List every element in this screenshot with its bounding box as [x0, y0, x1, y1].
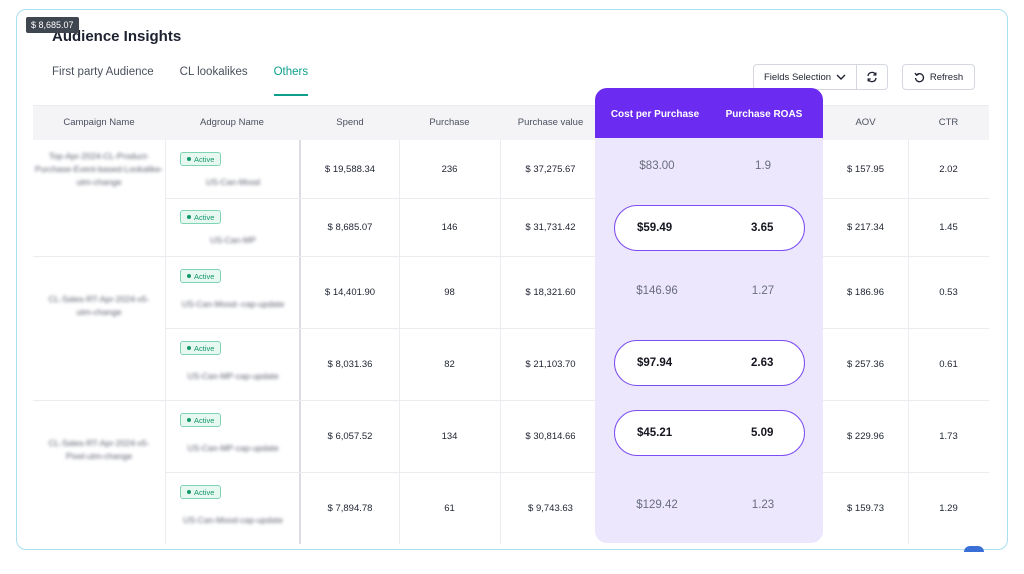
- purchase-roas-cell: 1.23: [751, 499, 775, 511]
- spend-cell: $ 7,894.78: [327, 502, 373, 514]
- ctr-cell: 1.45: [939, 221, 958, 233]
- tab-cl-lookalikes[interactable]: CL lookalikes: [179, 66, 248, 78]
- chevron-down-icon: [836, 74, 846, 80]
- ctr-cell: 0.61: [939, 358, 958, 370]
- highlighted-row-pill: $59.49 3.65: [614, 205, 805, 251]
- cost-per-purchase-cell: $97.94: [637, 357, 673, 369]
- chat-widget-edge[interactable]: [964, 546, 984, 552]
- purchase-cell: 98: [444, 286, 455, 298]
- fields-selection-label: Fields Selection: [763, 71, 832, 83]
- campaign-name-cell: Top-Apr-2024-CL-Product-Purchase-Event-b…: [34, 151, 164, 187]
- sync-icon: [867, 71, 877, 83]
- adgroup-name-cell: US-Can-MP: [210, 234, 256, 245]
- purchase-value-cell: $ 31,731.42: [525, 221, 576, 233]
- highlighted-header: Cost per Purchase Purchase ROAS: [595, 88, 823, 138]
- tab-others[interactable]: Others: [273, 66, 309, 96]
- insights-table: Campaign Name Adgroup Name Spend Purchas…: [33, 105, 989, 544]
- purchase-value-cell: $ 30,814.66: [525, 430, 576, 442]
- refresh-label: Refresh: [929, 71, 964, 83]
- campaign-name-cell: CL-Sales-RT-Apr-2024-v5-utm-change: [48, 294, 150, 317]
- spend-cell: $ 19,588.34: [324, 163, 376, 175]
- spend-cell: $ 8,685.07: [327, 221, 373, 233]
- col-campaign-name[interactable]: Campaign Name: [63, 117, 135, 128]
- refresh-icon: [914, 72, 924, 82]
- purchase-roas-cell: 1.9: [755, 160, 771, 172]
- aov-cell: $ 217.34: [847, 221, 884, 233]
- status-badge: Active: [180, 413, 222, 427]
- cost-per-purchase-cell: $146.96: [636, 285, 678, 297]
- ctr-cell: 1.73: [939, 430, 958, 442]
- purchase-roas-cell: 3.65: [751, 222, 774, 234]
- spend-cell: $ 14,401.90: [324, 286, 376, 298]
- col-purchase-roas[interactable]: Purchase ROAS: [725, 109, 803, 120]
- adgroup-name-cell: US-Can-Mood--cap-update: [181, 298, 285, 309]
- aov-cell: $ 229.96: [847, 430, 884, 442]
- sync-button[interactable]: [856, 64, 888, 90]
- purchase-cell: 146: [441, 221, 458, 233]
- col-purchase[interactable]: Purchase: [429, 117, 470, 128]
- page-title: Audience Insights: [52, 28, 182, 45]
- purchase-cell: 61: [444, 502, 455, 514]
- spend-cell: $ 8,031.36: [327, 358, 373, 370]
- purchase-roas-cell: 2.63: [751, 357, 774, 369]
- table-header: Campaign Name Adgroup Name Spend Purchas…: [33, 106, 989, 140]
- purchase-value-cell: $ 18,321.60: [525, 286, 576, 298]
- ctr-cell: 0.53: [939, 286, 958, 298]
- col-aov[interactable]: AOV: [855, 117, 876, 128]
- aov-cell: $ 159.73: [847, 502, 884, 514]
- status-badge: Active: [180, 269, 222, 283]
- refresh-button[interactable]: Refresh: [902, 64, 975, 90]
- status-badge: Active: [180, 341, 222, 355]
- adgroup-name-cell: US-Can-MP-cap-update: [187, 370, 279, 381]
- purchase-cell: 82: [444, 358, 455, 370]
- status-badge: Active: [180, 152, 222, 166]
- purchase-roas-cell: 5.09: [751, 427, 774, 439]
- col-ctr[interactable]: CTR: [938, 117, 959, 128]
- ctr-cell: 2.02: [939, 163, 958, 175]
- value-tooltip: $ 8,685.07: [26, 17, 79, 33]
- highlighted-row-pill: $45.21 5.09: [614, 410, 805, 456]
- status-badge: Active: [180, 210, 222, 224]
- status-badge: Active: [180, 485, 222, 499]
- purchase-value-cell: $ 9,743.63: [528, 502, 573, 514]
- highlighted-row-pill: $97.94 2.63: [614, 340, 805, 386]
- cost-per-purchase-cell: $129.42: [636, 499, 678, 511]
- adgroup-name-cell: US-Can-MP-cap-update: [187, 442, 279, 453]
- highlighted-columns-panel: Cost per Purchase Purchase ROAS $83.00 1…: [595, 88, 823, 543]
- purchase-roas-cell: 1.27: [751, 285, 775, 297]
- purchase-cell: 236: [441, 163, 458, 175]
- cost-per-purchase-cell: $59.49: [637, 222, 673, 234]
- tab-first-party-audience[interactable]: First party Audience: [52, 66, 154, 78]
- fields-selection-dropdown[interactable]: Fields Selection: [753, 64, 857, 90]
- ctr-cell: 1.29: [939, 502, 958, 514]
- col-adgroup-name[interactable]: Adgroup Name: [200, 117, 264, 128]
- col-cost-per-purchase[interactable]: Cost per Purchase: [610, 109, 700, 120]
- aov-cell: $ 186.96: [847, 286, 884, 298]
- purchase-value-cell: $ 21,103.70: [525, 358, 576, 370]
- adgroup-name-cell: US-Can-Mood: [205, 176, 261, 187]
- tab-bar: First party Audience CL lookalikes Other…: [52, 66, 334, 96]
- purchase-cell: 134: [441, 430, 458, 442]
- purchase-value-cell: $ 37,275.67: [525, 163, 576, 175]
- adgroup-name-cell: US-Can-Mood-cap-update: [183, 514, 283, 525]
- col-purchase-value[interactable]: Purchase value: [517, 117, 584, 128]
- col-spend[interactable]: Spend: [336, 117, 364, 128]
- spend-cell: $ 6,057.52: [327, 430, 373, 442]
- cost-per-purchase-cell: $45.21: [637, 427, 673, 439]
- campaign-name-cell: CL-Sales-RT-Apr-2024-v5-Pixel-utm-change: [48, 438, 150, 461]
- aov-cell: $ 157.95: [847, 163, 884, 175]
- cost-per-purchase-cell: $83.00: [639, 160, 675, 172]
- aov-cell: $ 257.36: [847, 358, 884, 370]
